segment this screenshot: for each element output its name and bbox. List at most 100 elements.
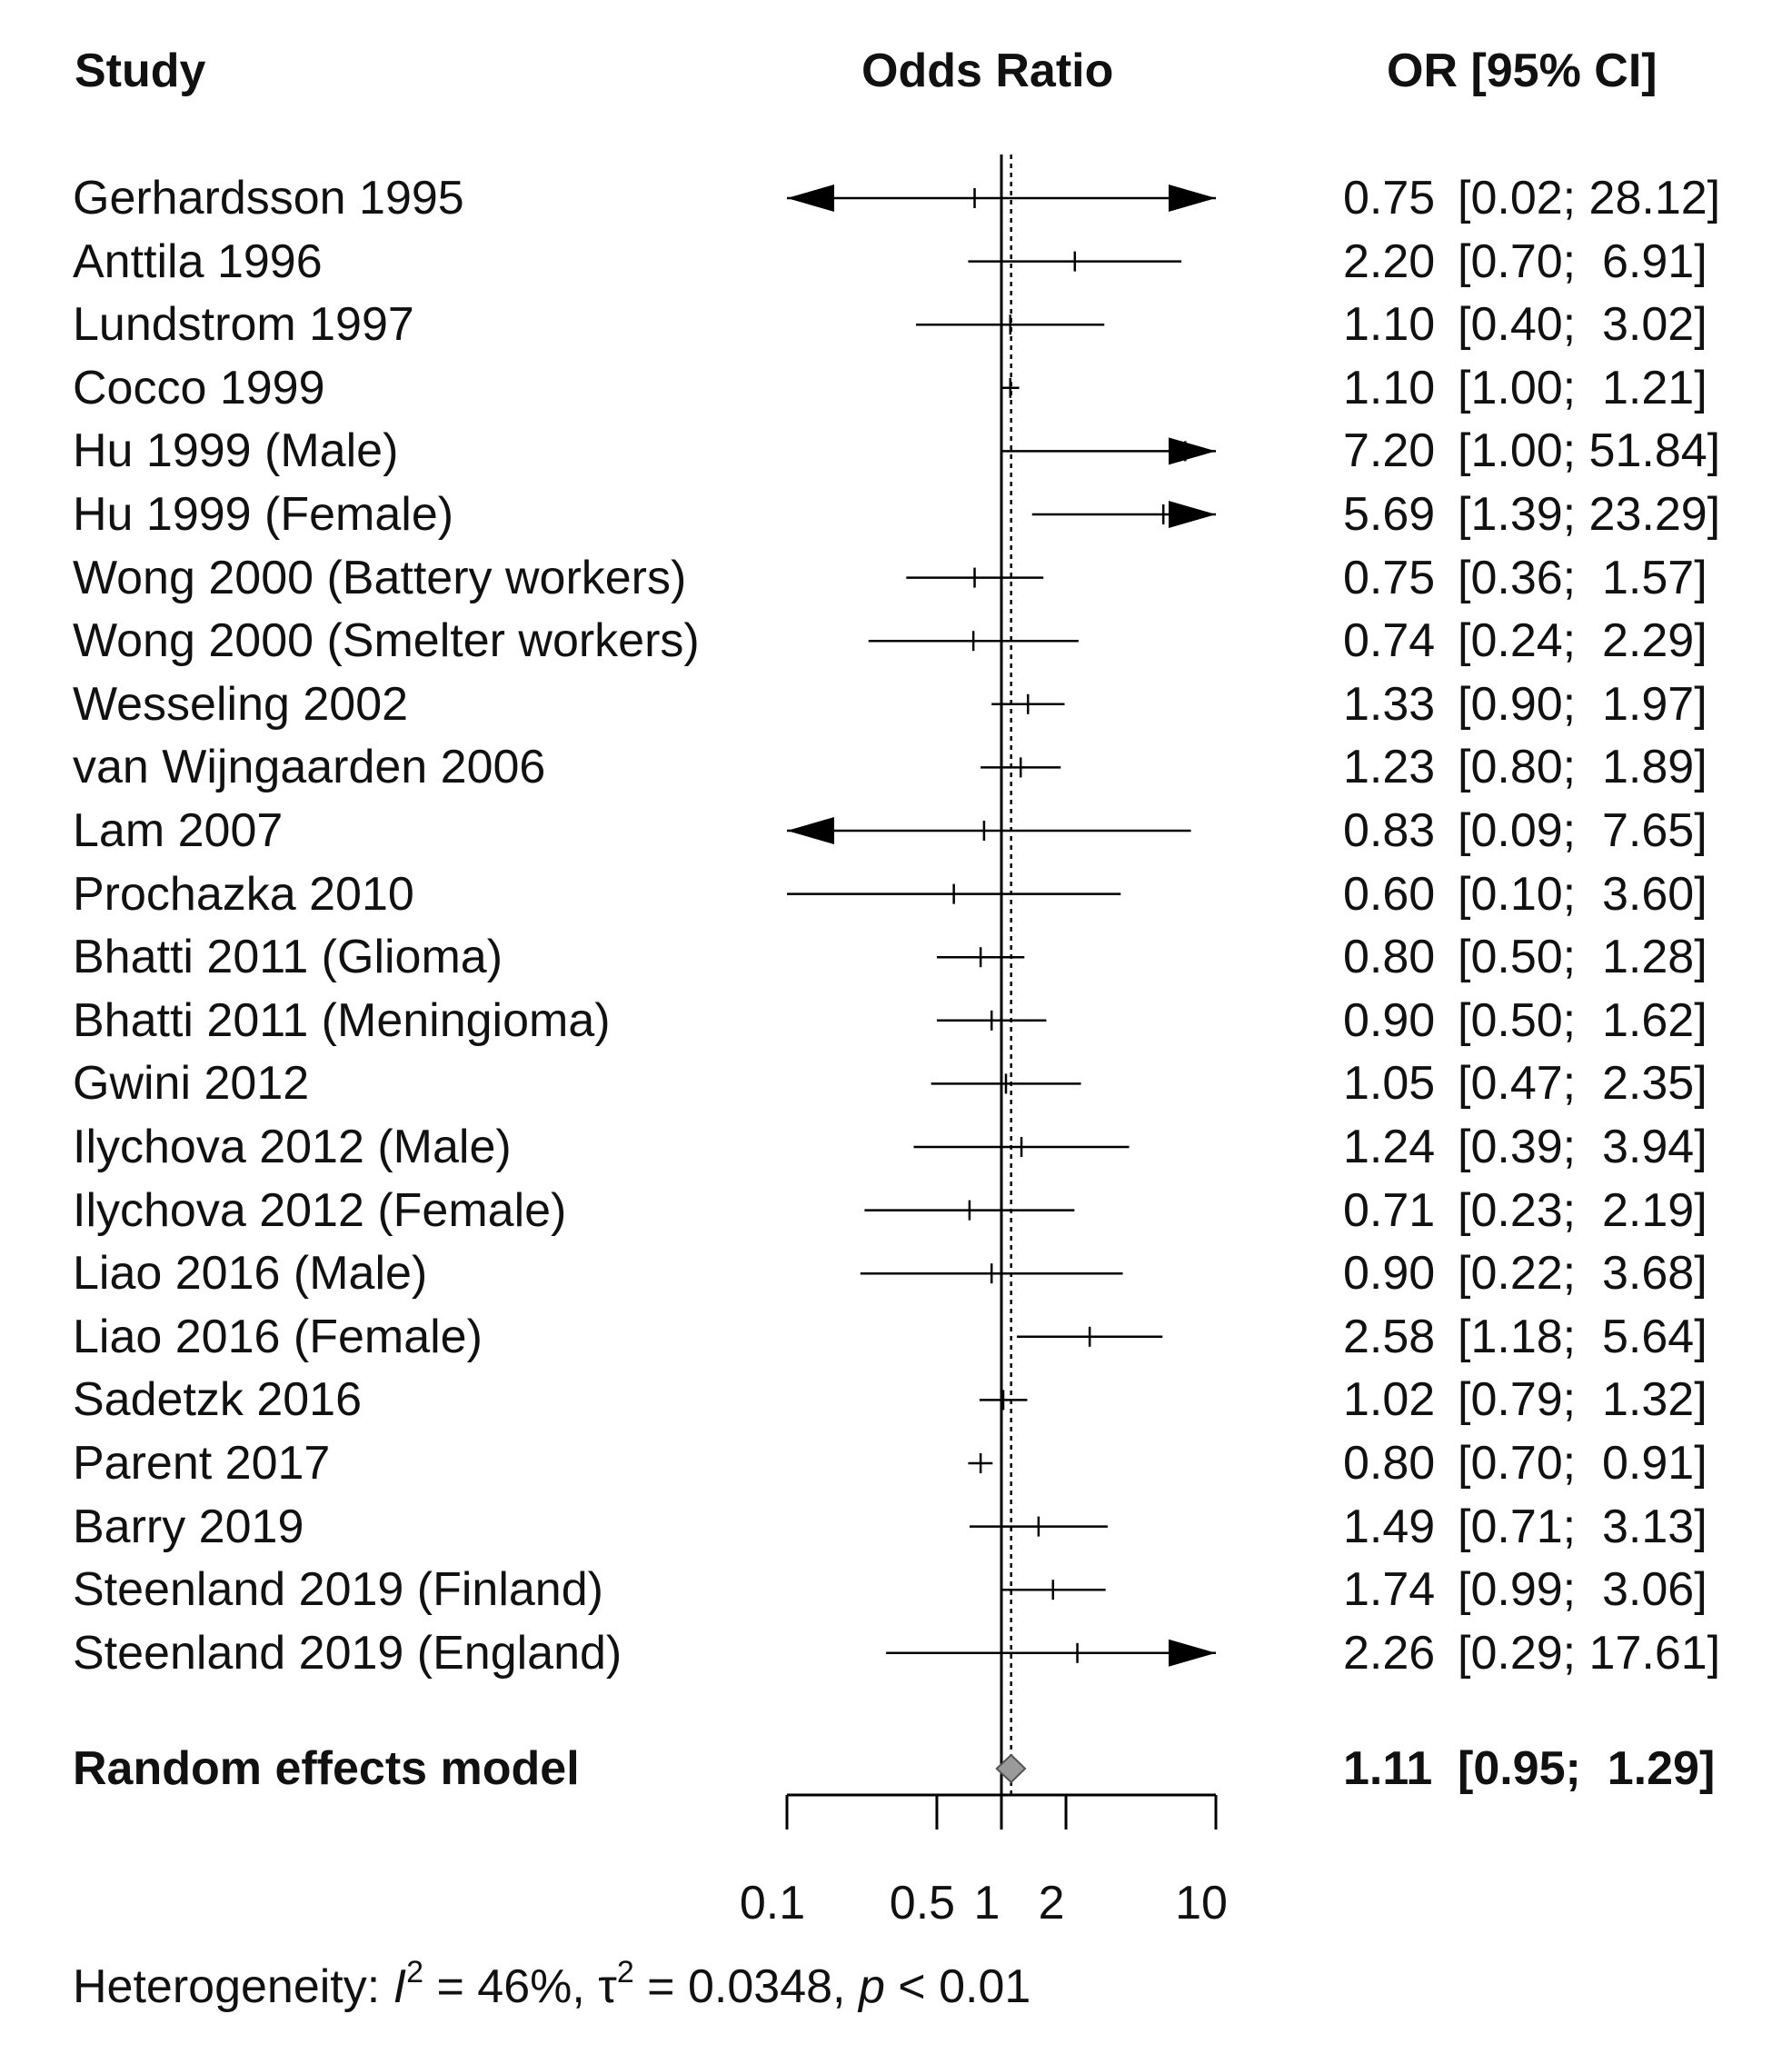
or-value: 0.75 <box>1343 172 1436 224</box>
study-or-ci: 0.60 [0.10; 3.60] <box>1343 871 1736 918</box>
or-value: 5.69 <box>1343 488 1436 541</box>
or-value: 0.80 <box>1343 931 1436 984</box>
study-or-ci: 1.74 [0.99; 3.06] <box>1343 1566 1736 1613</box>
ci-arrow-right <box>1169 437 1216 465</box>
p-symbol: p <box>858 1960 885 2013</box>
or-value: 0.74 <box>1343 614 1436 668</box>
or-value: 1.05 <box>1343 1057 1436 1111</box>
or-value: 0.75 <box>1343 551 1436 604</box>
study-label: Hu 1999 (Male) <box>73 424 399 478</box>
ci-value: [0.95; 1.29] <box>1458 1742 1716 1795</box>
ci-value: [0.79; 1.32] <box>1458 1373 1707 1427</box>
heterogeneity-statistics: Heterogeneity: I2 = 46%, τ2 = 0.0348, p … <box>73 1957 1031 2013</box>
study-column-header: Study <box>75 45 206 97</box>
summary-or-ci: 1.11 [0.95; 1.29] <box>1343 1745 1736 1792</box>
ci-value: [1.00; 1.21] <box>1458 361 1707 414</box>
study-or-ci: 0.71 [0.23; 2.19] <box>1343 1187 1736 1234</box>
study-or-ci: 1.33 [0.90; 1.97] <box>1343 681 1736 728</box>
ci-value: [1.00; 51.84] <box>1458 424 1721 478</box>
tau2-symbol: τ <box>598 1960 617 2013</box>
ci-value: [0.24; 2.29] <box>1458 614 1707 668</box>
or-value: 0.60 <box>1343 867 1436 921</box>
i2-symbol: I <box>393 1960 407 2013</box>
study-label: Steenland 2019 (Finland) <box>73 1563 603 1617</box>
or-value: 1.49 <box>1343 1500 1436 1553</box>
study-label: Cocco 1999 <box>73 361 325 414</box>
x-tick-label: 2 <box>1038 1877 1065 1929</box>
study-label: Liao 2016 (Female) <box>73 1310 483 1363</box>
ci-value: [0.99; 3.06] <box>1458 1563 1707 1617</box>
study-or-ci: 1.24 [0.39; 3.94] <box>1343 1123 1736 1171</box>
or-value: 0.90 <box>1343 993 1436 1047</box>
study-or-ci: 2.20 [0.70; 6.91] <box>1343 238 1736 285</box>
study-label: Lundstrom 1997 <box>73 298 414 352</box>
or-value: 1.10 <box>1343 298 1436 352</box>
or-value: 2.20 <box>1343 234 1436 288</box>
study-label: Sadetzk 2016 <box>73 1373 363 1427</box>
study-label: Wong 2000 (Battery workers) <box>73 551 687 604</box>
ci-value: [0.39; 3.94] <box>1458 1121 1707 1173</box>
ci-value: [0.40; 3.02] <box>1458 298 1707 352</box>
i2-value: = 46%, <box>423 1960 599 2013</box>
ci-arrow-right <box>1169 1639 1216 1667</box>
study-label: Steenland 2019 (England) <box>73 1626 622 1680</box>
tau2-value: = 0.0348, <box>633 1960 859 2013</box>
or-value: 0.83 <box>1343 804 1436 857</box>
study-label: van Wijngaarden 2006 <box>73 741 546 794</box>
or-value: 0.71 <box>1343 1183 1436 1237</box>
study-or-ci: 2.58 [1.18; 5.64] <box>1343 1313 1736 1361</box>
study-or-ci: 1.23 [0.80; 1.89] <box>1343 743 1736 791</box>
ci-value: [0.50; 1.28] <box>1458 931 1707 984</box>
study-label: Ilychova 2012 (Female) <box>73 1183 567 1237</box>
or-value: 1.74 <box>1343 1563 1436 1617</box>
study-or-ci: 0.90 [0.50; 1.62] <box>1343 997 1736 1044</box>
ci-arrow-left <box>787 184 834 212</box>
study-label: Prochazka 2010 <box>73 867 414 921</box>
or-value: 1.10 <box>1343 361 1436 414</box>
ci-value: [0.71; 3.13] <box>1458 1500 1707 1553</box>
ci-value: [0.50; 1.62] <box>1458 993 1707 1047</box>
ci-value: [0.09; 7.65] <box>1458 804 1707 857</box>
study-or-ci: 1.49 [0.71; 3.13] <box>1343 1503 1736 1550</box>
study-label: Anttila 1996 <box>73 234 323 288</box>
study-or-ci: 7.20 [1.00; 51.84] <box>1343 427 1736 474</box>
study-label: Barry 2019 <box>73 1500 304 1553</box>
ci-value: [0.36; 1.57] <box>1458 551 1707 604</box>
or-value: 1.23 <box>1343 741 1436 794</box>
ci-arrow-right <box>1169 184 1216 212</box>
study-label: Gerhardsson 1995 <box>73 172 464 224</box>
ci-value: [0.23; 2.19] <box>1458 1183 1707 1237</box>
x-tick-label: 1 <box>973 1877 1001 1929</box>
or-value: 7.20 <box>1343 424 1436 478</box>
or-value: 1.11 <box>1343 1742 1433 1795</box>
ci-value: [1.18; 5.64] <box>1458 1310 1707 1363</box>
or-value: 2.58 <box>1343 1310 1436 1363</box>
x-tick-label: 0.1 <box>739 1877 806 1929</box>
summary-label: Random effects model <box>73 1742 580 1795</box>
ci-value: [0.90; 1.97] <box>1458 677 1707 731</box>
ci-arrow-right <box>1169 501 1216 528</box>
study-or-ci: 0.80 [0.50; 1.28] <box>1343 933 1736 981</box>
odds-ratio-column-header: Odds Ratio <box>861 45 1114 97</box>
study-or-ci: 1.10 [1.00; 1.21] <box>1343 364 1736 412</box>
study-label: Liao 2016 (Male) <box>73 1247 428 1301</box>
or-value: 0.90 <box>1343 1247 1436 1301</box>
study-label: Hu 1999 (Female) <box>73 488 454 541</box>
study-or-ci: 5.69 [1.39; 23.29] <box>1343 491 1736 538</box>
ci-value: [0.80; 1.89] <box>1458 741 1707 794</box>
or-ci-column-header: OR [95% CI] <box>1387 45 1658 97</box>
ci-value: [0.29; 17.61] <box>1458 1626 1721 1680</box>
heterogeneity-prefix: Heterogeneity: <box>73 1960 393 2013</box>
ci-value: [1.39; 23.29] <box>1458 488 1721 541</box>
study-label: Gwini 2012 <box>73 1057 310 1111</box>
study-or-ci: 2.26 [0.29; 17.61] <box>1343 1630 1736 1677</box>
ci-value: [0.10; 3.60] <box>1458 867 1707 921</box>
p-value: < 0.01 <box>884 1960 1031 2013</box>
or-value: 1.33 <box>1343 677 1436 731</box>
or-value: 1.02 <box>1343 1373 1436 1427</box>
ci-value: [0.22; 3.68] <box>1458 1247 1707 1301</box>
or-value: 2.26 <box>1343 1626 1436 1680</box>
study-or-ci: 1.10 [0.40; 3.02] <box>1343 301 1736 348</box>
study-or-ci: 0.83 [0.09; 7.65] <box>1343 807 1736 854</box>
